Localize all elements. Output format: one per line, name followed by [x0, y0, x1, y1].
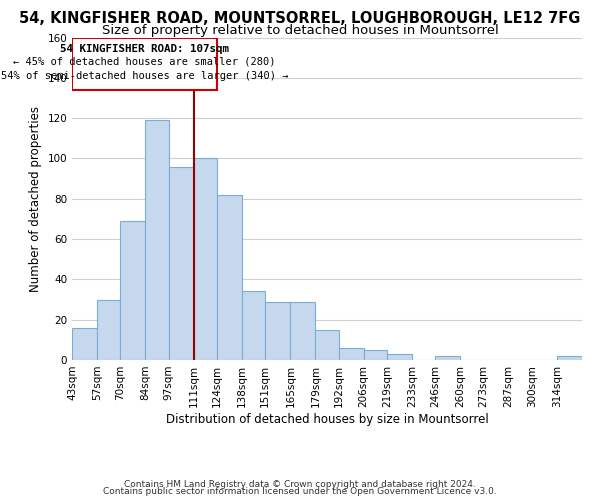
Bar [194, 158, 217, 360]
Bar [217, 194, 242, 360]
Bar [97, 300, 121, 360]
Bar [316, 330, 338, 360]
Bar [338, 348, 364, 360]
Bar [265, 302, 290, 360]
Text: 54 KINGFISHER ROAD: 107sqm: 54 KINGFISHER ROAD: 107sqm [60, 44, 229, 54]
Bar [121, 221, 145, 360]
Bar [169, 166, 194, 360]
Text: ← 45% of detached houses are smaller (280): ← 45% of detached houses are smaller (28… [13, 56, 276, 66]
Text: Size of property relative to detached houses in Mountsorrel: Size of property relative to detached ho… [101, 24, 499, 37]
Text: Contains HM Land Registry data © Crown copyright and database right 2024.: Contains HM Land Registry data © Crown c… [124, 480, 476, 489]
Y-axis label: Number of detached properties: Number of detached properties [29, 106, 42, 292]
Bar [72, 38, 217, 90]
Text: 54, KINGFISHER ROAD, MOUNTSORREL, LOUGHBOROUGH, LE12 7FG: 54, KINGFISHER ROAD, MOUNTSORREL, LOUGHB… [19, 11, 581, 26]
X-axis label: Distribution of detached houses by size in Mountsorrel: Distribution of detached houses by size … [166, 412, 488, 426]
Bar [364, 350, 387, 360]
Bar [290, 302, 316, 360]
Bar [557, 356, 582, 360]
Bar [387, 354, 412, 360]
Text: Contains public sector information licensed under the Open Government Licence v3: Contains public sector information licen… [103, 488, 497, 496]
Bar [242, 292, 265, 360]
Text: 54% of semi-detached houses are larger (340) →: 54% of semi-detached houses are larger (… [1, 71, 288, 81]
Bar [72, 328, 97, 360]
Bar [435, 356, 460, 360]
Bar [145, 120, 169, 360]
